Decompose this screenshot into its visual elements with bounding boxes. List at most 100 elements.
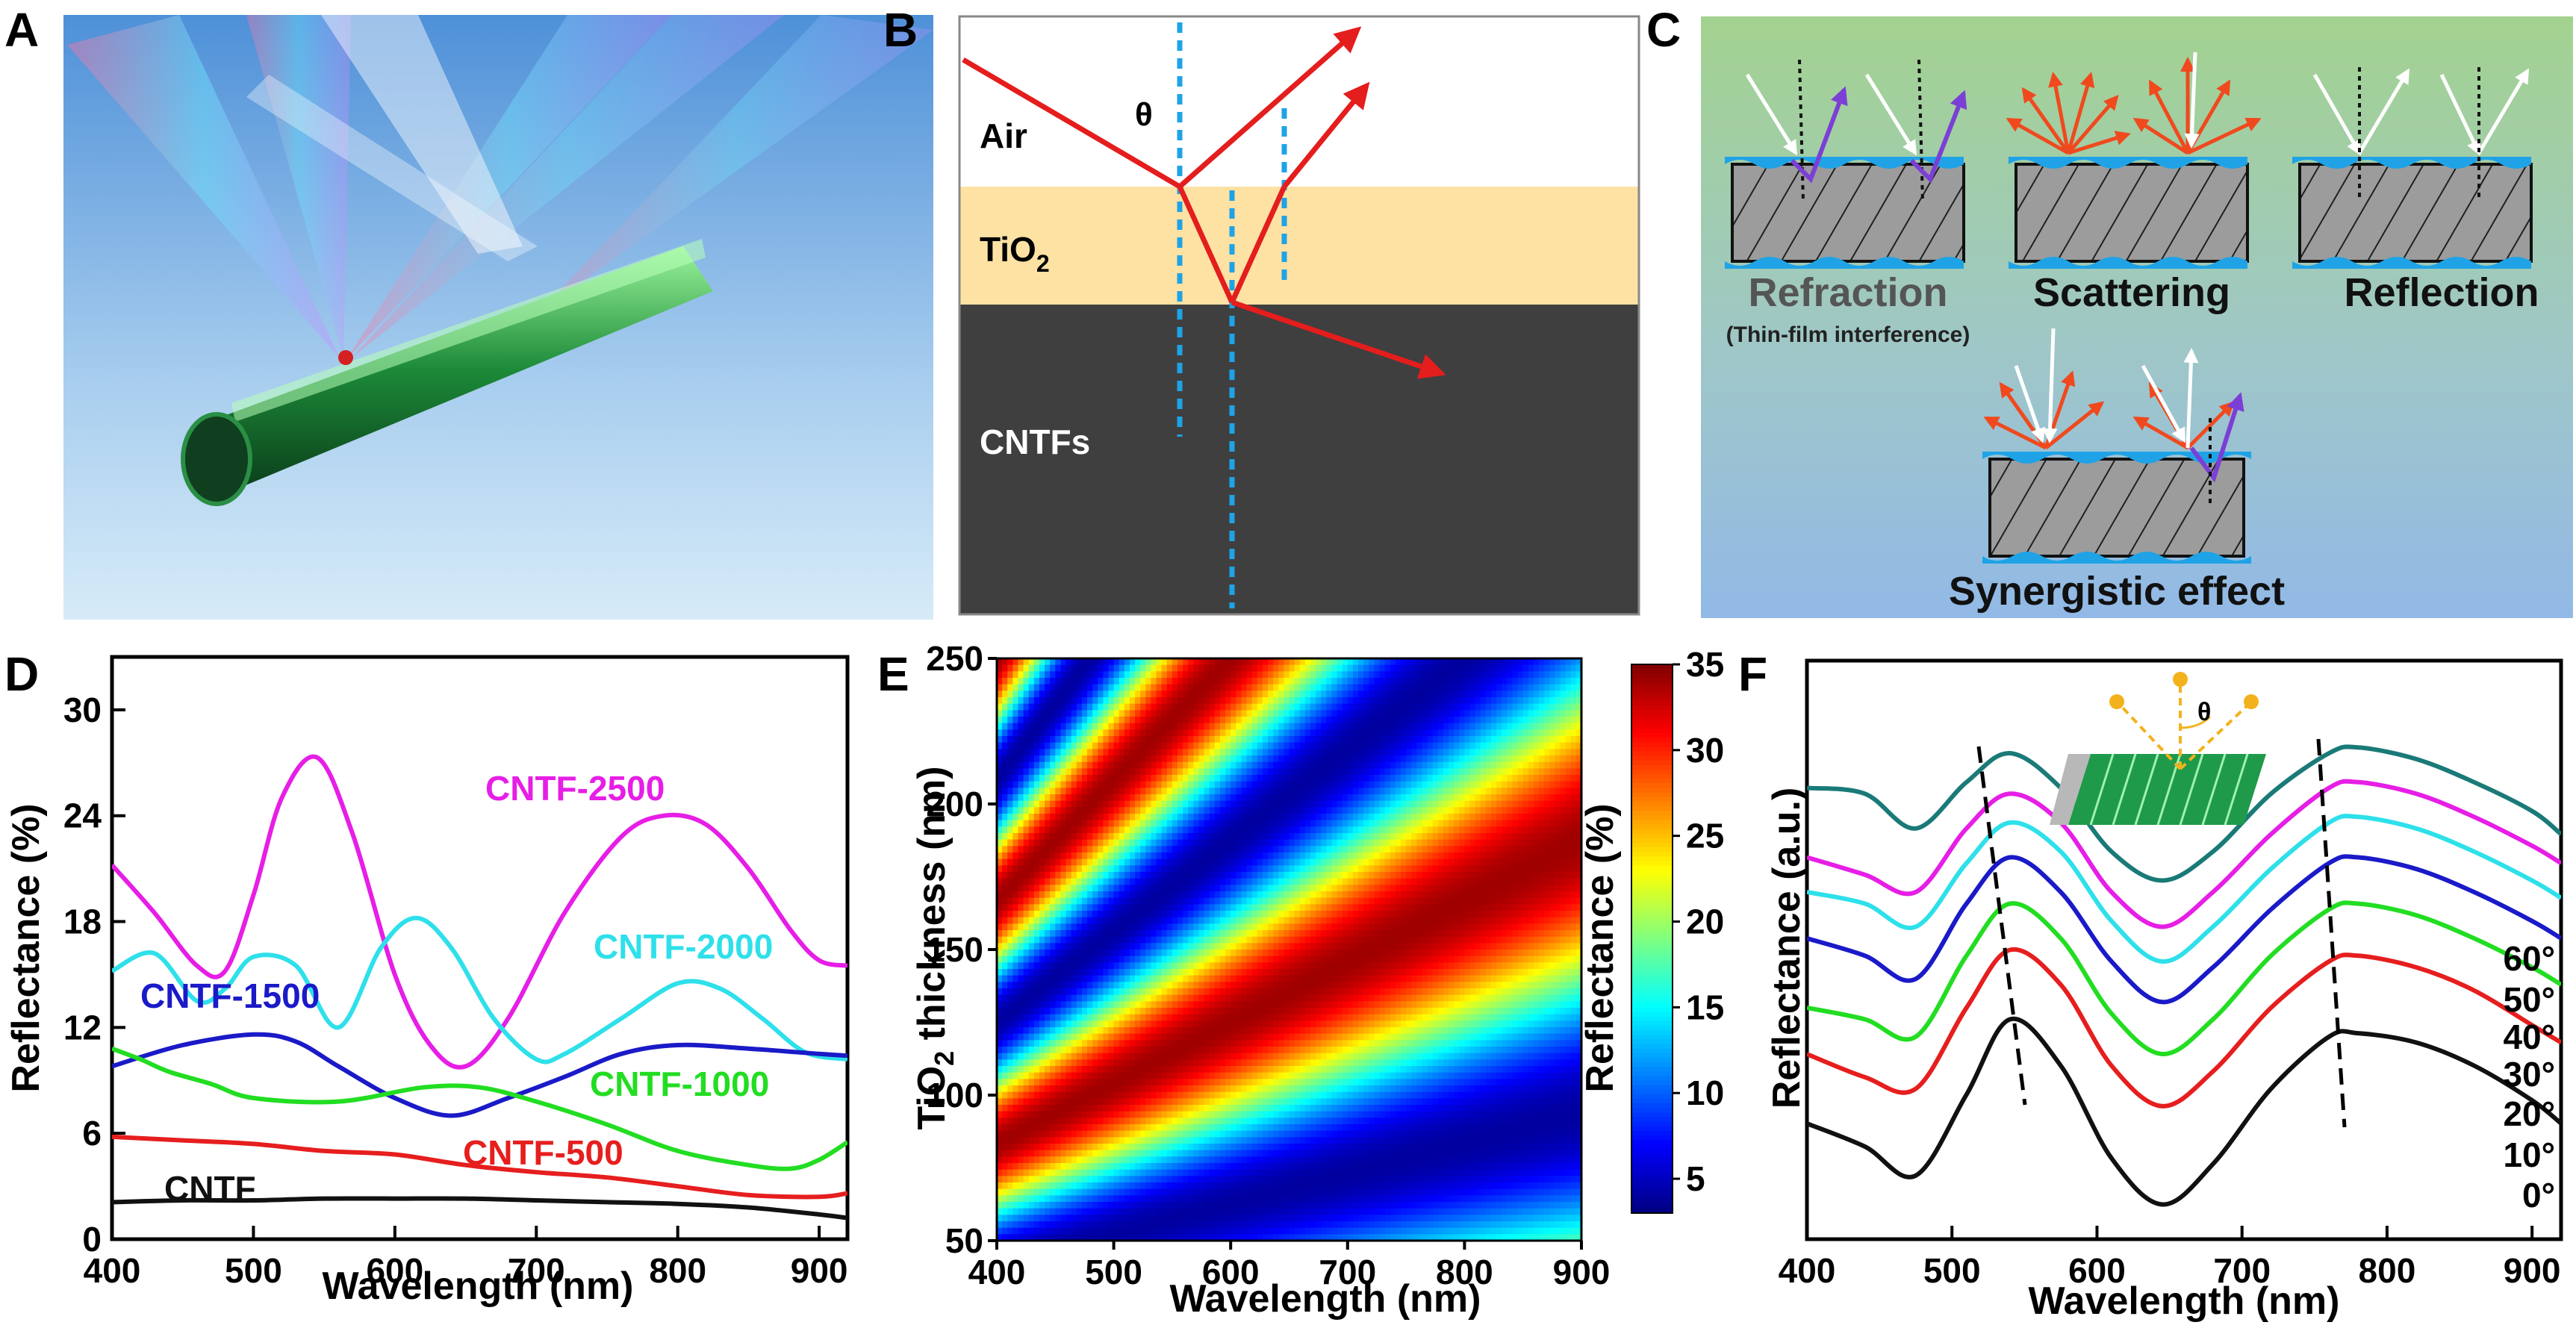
e-heatmap-cell (1278, 678, 1285, 685)
e-heatmap-cell (1278, 814, 1285, 821)
e-heatmap-cell (1103, 684, 1110, 692)
e-heatmap-cell (1060, 749, 1067, 756)
e-heatmap-cell (1246, 1053, 1253, 1061)
e-heatmap-cell (1012, 930, 1019, 938)
e-heatmap-cell (1119, 1169, 1125, 1177)
e-heatmap-cell (1076, 717, 1083, 724)
e-heatmap-cell (1039, 1144, 1045, 1151)
e-heatmap-cell (1219, 969, 1226, 976)
e-heatmap-cell (1140, 897, 1147, 905)
e-heatmap-cell (1198, 878, 1205, 886)
e-heatmap-cell (1065, 1047, 1072, 1054)
e-heatmap-cell (1145, 658, 1152, 666)
e-heatmap-cell (1145, 1059, 1152, 1067)
e-heatmap-cell (1246, 800, 1253, 808)
e-heatmap-cell (1268, 865, 1274, 873)
e-heatmap-cell (1113, 723, 1120, 731)
e-heatmap-cell (1188, 691, 1195, 698)
e-heatmap-cell (1092, 1169, 1099, 1177)
e-heatmap-cell (1012, 1144, 1019, 1151)
e-heatmap-cell (1140, 1144, 1147, 1151)
e-heatmap-cell (1028, 911, 1035, 918)
e-heatmap-cell (1135, 1227, 1141, 1235)
e-heatmap-cell (1060, 826, 1067, 834)
e-heatmap-cell (1012, 775, 1019, 782)
e-heatmap-cell (1262, 1156, 1269, 1164)
e-heatmap-cell (1012, 1027, 1019, 1035)
e-heatmap-cell (1071, 820, 1077, 828)
e-heatmap-cell (1081, 1118, 1088, 1125)
e-heatmap-cell (1219, 936, 1226, 944)
e-heatmap-cell (1092, 982, 1099, 989)
e-heatmap-cell (1076, 1027, 1083, 1035)
e-heatmap-cell (1156, 1150, 1163, 1158)
e-heatmap-cell (1156, 1072, 1163, 1080)
e-heatmap-cell (1183, 936, 1189, 944)
e-heatmap-cell (1113, 1156, 1120, 1164)
e-heatmap-cell (1103, 1169, 1110, 1177)
e-heatmap-cell (1050, 1163, 1057, 1171)
e-heatmap-cell (1209, 833, 1216, 841)
e-heatmap-cell (1284, 761, 1290, 770)
e-heatmap-cell (1033, 975, 1040, 983)
e-heatmap-cell (1193, 671, 1200, 679)
e-heatmap-cell (1268, 814, 1274, 821)
e-heatmap-cell (1092, 1150, 1099, 1158)
e-heatmap-cell (1124, 846, 1130, 853)
e-heatmap-cell (1002, 956, 1009, 964)
e-heatmap-cell (1124, 755, 1130, 763)
e-heatmap-cell (1033, 1137, 1040, 1144)
e-heatmap-cell (1071, 717, 1077, 724)
e-heatmap-cell (1236, 697, 1242, 705)
e-heatmap-cell (1183, 846, 1189, 853)
e-heatmap-cell (1225, 1027, 1231, 1035)
e-heatmap-cell (1007, 742, 1014, 750)
e-heatmap-cell (1002, 1111, 1009, 1119)
e-heatmap-cell (1236, 807, 1242, 814)
e-heatmap-cell (1124, 1188, 1130, 1197)
e-heatmap-cell (1198, 691, 1205, 698)
e-heatmap-cell (1065, 930, 1072, 938)
e-heatmap-cell (1002, 846, 1009, 853)
e-heatmap-cell (1268, 994, 1274, 1003)
e-heatmap-cell (1183, 755, 1189, 763)
e-heatmap-cell (1251, 691, 1258, 698)
e-heatmap-cell (1231, 1176, 1237, 1183)
e-heatmap-cell (1065, 1118, 1072, 1125)
e-heatmap-cell (1092, 658, 1099, 666)
e-heatmap-cell (1007, 904, 1014, 911)
e-heatmap-cell (1198, 1176, 1205, 1183)
e-heatmap-cell (1119, 956, 1125, 964)
e-heatmap-cell (997, 994, 1003, 1003)
e-heatmap-cell (1156, 975, 1163, 983)
e-heatmap-cell (1209, 891, 1216, 899)
e-heatmap-cell (1060, 729, 1067, 737)
e-heatmap-cell (1257, 936, 1263, 944)
e-heatmap-cell (1225, 994, 1231, 1003)
e-heatmap-cell (1268, 1163, 1274, 1171)
e-heatmap-cell (1018, 1202, 1024, 1209)
e-heatmap-cell (1219, 1098, 1226, 1106)
e-heatmap-cell (1251, 1072, 1258, 1080)
e-heatmap-cell (1246, 678, 1253, 685)
e-heatmap-cell (1124, 858, 1130, 867)
e-heatmap-cell (1246, 865, 1253, 873)
e-heatmap-cell (1055, 1047, 1062, 1054)
e-heatmap-cell (1188, 723, 1195, 731)
e-heatmap-cell (1140, 678, 1147, 685)
e-heatmap-cell (1257, 684, 1263, 692)
e-heatmap-cell (1209, 930, 1216, 938)
e-heatmap-cell (1193, 664, 1200, 673)
e-heatmap-cell (1219, 1091, 1226, 1100)
e-heatmap-cell (1188, 1227, 1195, 1235)
e-heatmap-cell (1124, 1163, 1130, 1171)
e-heatmap-cell (1183, 1079, 1189, 1086)
e-heatmap-cell (1081, 1182, 1088, 1190)
e-heatmap-cell (1268, 1066, 1274, 1073)
e-heatmap-cell (1076, 761, 1083, 770)
e-heatmap-cell (1161, 826, 1168, 834)
e-heatmap-cell (1135, 1072, 1141, 1080)
e-heatmap-cell (1204, 800, 1210, 808)
e-heatmap-cell (1050, 1020, 1057, 1028)
e-heatmap-cell (1198, 1014, 1205, 1022)
